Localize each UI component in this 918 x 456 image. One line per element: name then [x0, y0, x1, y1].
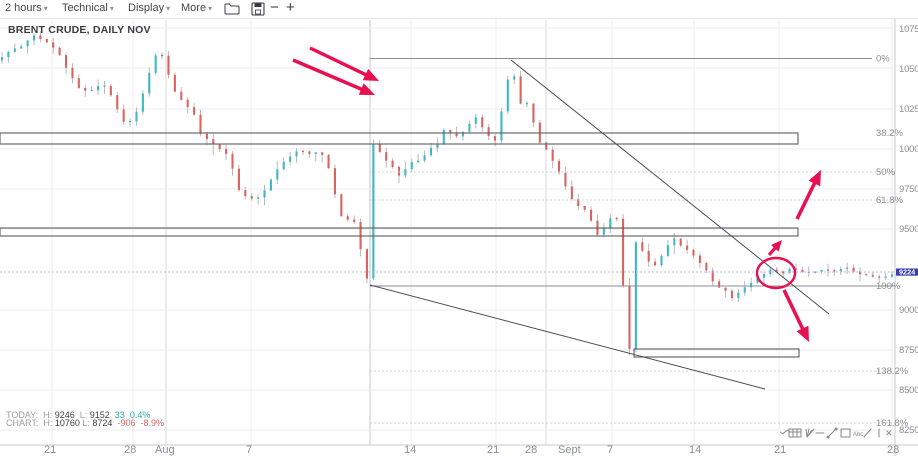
svg-text:✕: ✕	[885, 428, 893, 438]
svg-text:Abc: Abc	[853, 432, 863, 438]
